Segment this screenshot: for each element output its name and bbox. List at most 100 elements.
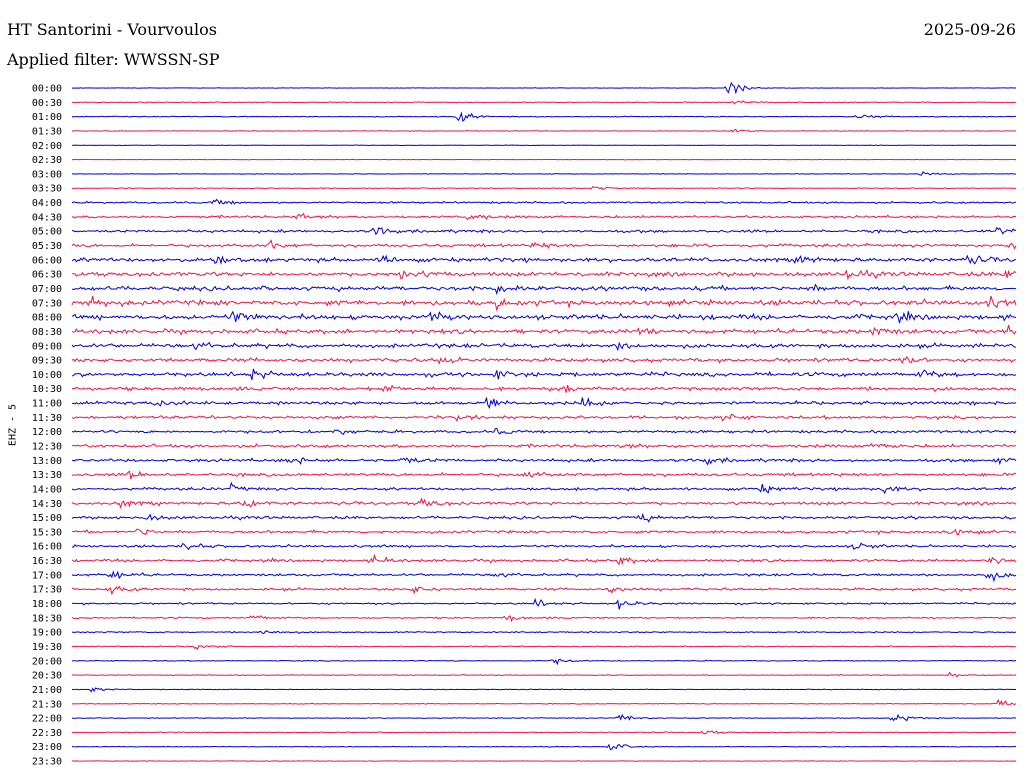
row-time-label: 22:00 [32, 714, 62, 725]
seismic-trace [71, 570, 1017, 583]
row-time-label: 09:30 [32, 356, 62, 367]
seismic-trace [71, 212, 1017, 221]
row-time-label: 23:00 [32, 742, 62, 753]
seismic-trace [71, 111, 1017, 123]
seismic-trace [71, 310, 1017, 324]
row-time-label: 18:30 [32, 613, 62, 624]
seismic-trace [71, 470, 1017, 480]
seismic-trace [71, 630, 1017, 635]
seismic-trace [72, 81, 1017, 95]
seismic-trace [71, 144, 1017, 147]
row-time-label: 04:00 [32, 198, 62, 209]
row-time-label: 04:30 [32, 212, 62, 223]
seismic-trace [71, 186, 1017, 190]
row-time-label: 19:00 [32, 628, 62, 639]
seismic-trace [71, 698, 1017, 706]
seismic-trace [71, 658, 1017, 666]
row-time-label: 17:00 [32, 570, 62, 581]
seismic-trace [71, 283, 1017, 296]
row-time-label: 19:30 [32, 642, 62, 653]
seismic-trace [71, 542, 1017, 551]
seismic-trace [71, 427, 1017, 436]
row-time-label: 21:30 [32, 699, 62, 710]
row-time-label: 13:30 [32, 470, 62, 481]
seismic-trace [71, 553, 1017, 566]
row-time-label: 14:30 [32, 499, 62, 510]
row-time-label: 05:00 [32, 227, 62, 238]
seismic-trace [71, 171, 1017, 176]
seismic-trace [71, 269, 1017, 281]
seismic-trace [71, 325, 1017, 336]
seismic-trace [71, 158, 1017, 161]
row-time-label: 17:30 [32, 585, 62, 596]
row-time-label: 18:00 [32, 599, 62, 610]
seismic-trace [71, 254, 1017, 266]
seismic-trace [71, 481, 1017, 495]
seismic-trace [71, 128, 1017, 133]
row-time-label: 12:00 [32, 427, 62, 438]
seismic-trace [71, 442, 1017, 450]
seismic-trace [71, 497, 1017, 510]
row-time-label: 00:00 [32, 84, 62, 95]
row-time-label: 15:30 [32, 527, 62, 538]
seismic-trace [71, 384, 1017, 393]
row-time-label: 03:30 [32, 184, 62, 195]
seismic-trace [71, 396, 1017, 409]
seismic-trace [71, 585, 1017, 596]
row-time-label: 21:00 [32, 685, 62, 696]
seismic-trace [71, 368, 1017, 381]
seismic-trace [71, 671, 1017, 678]
seismic-trace [71, 730, 1017, 735]
seismic-trace [71, 615, 1017, 623]
seismic-trace [71, 413, 1017, 422]
seismic-trace [71, 239, 1017, 250]
row-time-label: 15:00 [32, 513, 62, 524]
row-time-label: 14:00 [32, 484, 62, 495]
row-time-label: 06:30 [32, 270, 62, 281]
row-time-label: 23:30 [32, 757, 62, 768]
row-time-label: 02:00 [32, 141, 62, 152]
row-time-label: 06:00 [32, 255, 62, 266]
row-time-label: 10:30 [32, 384, 62, 395]
row-time-label: 02:30 [32, 155, 62, 166]
station-title: HT Santorini - Vourvoulos [7, 20, 217, 39]
filter-label: Applied filter: WWSSN-SP [7, 50, 220, 69]
row-time-label: 00:30 [32, 98, 62, 109]
seismic-trace [71, 356, 1017, 365]
date-label: 2025-09-26 [923, 20, 1016, 39]
seismic-trace [71, 295, 1017, 312]
row-time-label: 22:30 [32, 728, 62, 739]
seismic-trace [71, 687, 1017, 693]
seismic-trace [71, 198, 1017, 205]
row-time-label: 16:00 [32, 542, 62, 553]
row-time-label: 13:00 [32, 456, 62, 467]
seismic-trace [71, 512, 1017, 523]
row-time-label: 09:00 [32, 341, 62, 352]
seismic-trace [71, 713, 1017, 722]
seismic-trace [71, 743, 1017, 751]
seismic-trace [71, 528, 1017, 536]
row-time-label: 10:00 [32, 370, 62, 381]
row-time-label: 11:00 [32, 399, 62, 410]
seismic-trace [71, 226, 1017, 236]
row-time-label: 05:30 [32, 241, 62, 252]
seismic-trace [71, 760, 1017, 762]
row-time-label: 16:30 [32, 556, 62, 567]
seismic-trace [71, 456, 1017, 466]
row-time-label: 11:30 [32, 413, 62, 424]
row-time-label: 12:30 [32, 442, 62, 453]
row-time-label: 01:00 [32, 112, 62, 123]
row-time-label: 07:00 [32, 284, 62, 295]
row-time-label: 08:30 [32, 327, 62, 338]
seismic-trace [71, 341, 1017, 352]
row-time-label: 01:30 [32, 126, 62, 137]
row-time-label: 07:30 [32, 298, 62, 309]
seismic-trace [71, 597, 1017, 610]
row-time-label: 08:00 [32, 313, 62, 324]
seismic-trace [71, 100, 1017, 105]
seismic-trace [71, 645, 1017, 651]
row-time-label: 03:00 [32, 169, 62, 180]
row-time-label: 20:00 [32, 656, 62, 667]
row-time-label: 20:30 [32, 671, 62, 682]
